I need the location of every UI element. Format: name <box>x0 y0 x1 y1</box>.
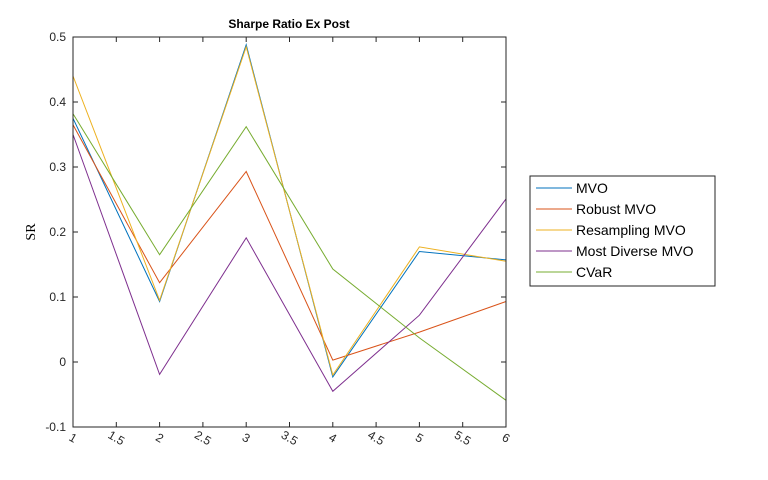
series-line-2 <box>72 45 507 377</box>
legend: MVO Robust MVO Resampling MVO Most Diverse … <box>529 175 716 287</box>
legend-box <box>529 175 716 287</box>
legend-label-1: Robust MVO <box>576 201 656 217</box>
legend-label-2: Resampling MVO <box>576 222 686 238</box>
y-tick-label: 0.2 <box>49 225 66 239</box>
y-tick-label: 0.4 <box>49 95 66 109</box>
y-tick-label: 0.3 <box>49 160 66 174</box>
y-axis-label: SR <box>24 223 39 241</box>
plot-lines <box>72 43 507 401</box>
y-tick-label: -0.1 <box>45 420 66 434</box>
legend-label-3: Most Diverse MVO <box>576 243 694 259</box>
y-tick-label: 0 <box>59 355 66 369</box>
y-axis: -0.1 0 0.1 0.2 0.3 0.4 0.5 <box>45 30 506 434</box>
legend-label-4: CVaR <box>576 264 612 280</box>
x-axis: 1 1.5 2 2.5 3 3.5 4 4.5 5 5.5 6 <box>67 37 513 448</box>
y-tick-label: 0.5 <box>49 30 66 44</box>
series-line-4 <box>72 113 507 401</box>
series-line-3 <box>72 134 507 393</box>
series-line-1 <box>72 124 507 361</box>
legend-label-0: MVO <box>576 180 608 196</box>
chart-title: Sharpe Ratio Ex Post <box>228 17 349 31</box>
y-tick-label: 0.1 <box>49 290 66 304</box>
